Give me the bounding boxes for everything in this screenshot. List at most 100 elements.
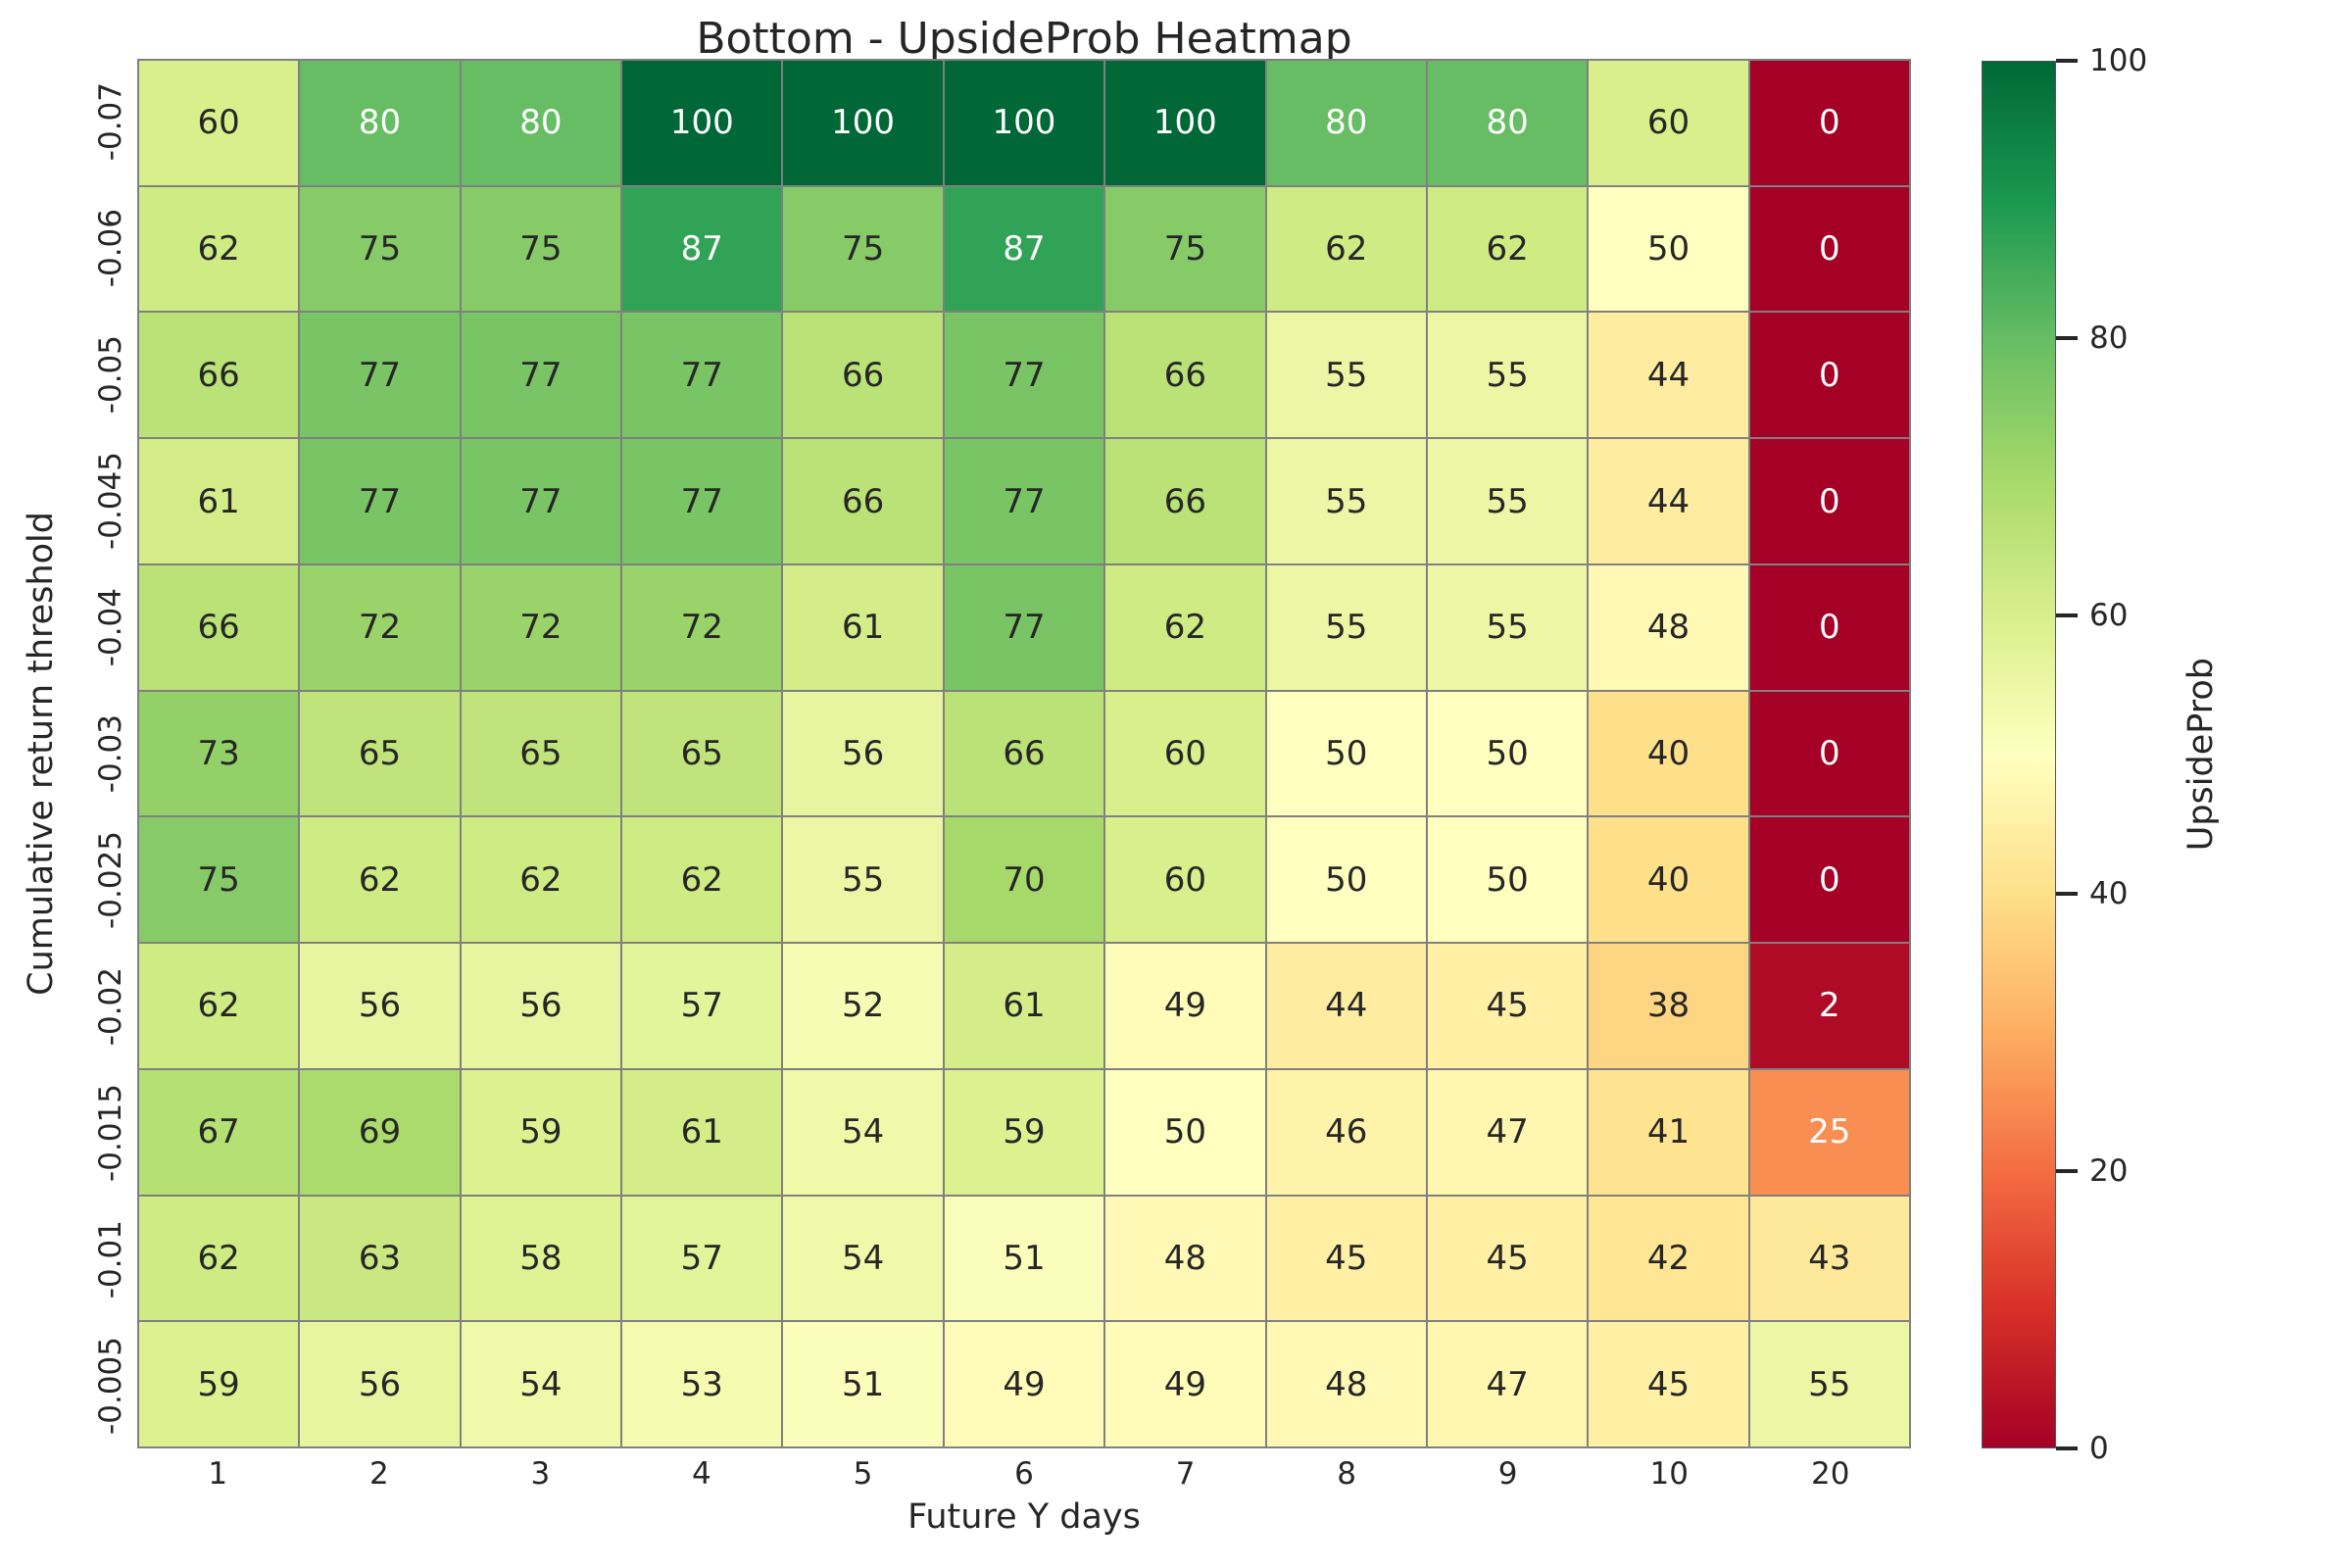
heatmap-cell: 49 xyxy=(1105,1322,1265,1446)
heatmap-cell: 60 xyxy=(139,61,299,185)
heatmap-cell: 57 xyxy=(622,1196,782,1321)
heatmap-cell: 48 xyxy=(1266,1322,1426,1446)
heatmap-cell: 63 xyxy=(300,1196,460,1321)
heatmap-cell: 66 xyxy=(1105,313,1265,438)
heatmap-cell: 62 xyxy=(1266,186,1426,312)
heatmap-cell: 45 xyxy=(1427,944,1588,1068)
heatmap-cell: 100 xyxy=(783,61,943,185)
heatmap-cell: 57 xyxy=(622,944,782,1068)
heatmap-cell: 60 xyxy=(1105,691,1265,816)
heatmap-cell: 100 xyxy=(1105,61,1265,185)
heatmap-cell: 73 xyxy=(139,691,299,816)
heatmap-cell: 66 xyxy=(139,313,299,438)
heatmap-cell: 87 xyxy=(944,186,1104,312)
heatmap-cell: 38 xyxy=(1589,944,1748,1068)
x-tick-label: 9 xyxy=(1497,1456,1518,1492)
heatmap-cell: 72 xyxy=(461,564,621,690)
heatmap-cell: 77 xyxy=(944,564,1104,690)
heatmap-cell: 56 xyxy=(300,1322,460,1446)
x-tick-label: 2 xyxy=(368,1456,389,1492)
y-axis-ticks: -0.07 -0.06 -0.05 -0.045 -0.04 -0.03 -0.025 -0.… xyxy=(86,59,135,1448)
x-tick-label: 20 xyxy=(1811,1456,1850,1492)
heatmap-cell: 41 xyxy=(1589,1069,1748,1195)
heatmap-cell: 40 xyxy=(1589,817,1748,943)
y-tick-label: -0.02 xyxy=(93,966,128,1046)
x-tick-label: 10 xyxy=(1649,1456,1689,1492)
heatmap-cell: 56 xyxy=(300,944,460,1068)
heatmap-cell: 54 xyxy=(461,1322,621,1446)
y-tick-label: -0.06 xyxy=(93,209,128,288)
heatmap-cell: 50 xyxy=(1589,186,1748,312)
heatmap-cell: 61 xyxy=(944,944,1104,1068)
heatmap-cell: 42 xyxy=(1589,1196,1748,1321)
heatmap-cell: 75 xyxy=(300,186,460,312)
heatmap-cell: 77 xyxy=(300,439,460,564)
x-axis-ticks: 1 2 3 4 5 6 7 8 9 10 20 xyxy=(137,1456,1911,1492)
heatmap-cell: 62 xyxy=(1427,186,1588,312)
heatmap-cell: 87 xyxy=(622,186,782,312)
heatmap-cell: 40 xyxy=(1589,691,1748,816)
heatmap-cell: 54 xyxy=(783,1069,943,1195)
y-tick-label: -0.07 xyxy=(93,82,128,162)
heatmap-cell: 75 xyxy=(783,186,943,312)
heatmap-cell: 48 xyxy=(1589,564,1748,690)
heatmap-cell: 62 xyxy=(300,817,460,943)
heatmap-cell: 80 xyxy=(300,61,460,185)
heatmap-grid: 60 80 80 100 100 100 100 80 80 60 0 62 75 75 87 75 87 75 6… xyxy=(137,59,1911,1448)
y-tick-label: -0.025 xyxy=(93,830,128,929)
heatmap-cell: 70 xyxy=(944,817,1104,943)
heatmap-cell: 75 xyxy=(139,817,299,943)
heatmap-cell: 61 xyxy=(622,1069,782,1195)
colorbar-tick: 100 xyxy=(2056,43,2147,78)
heatmap-cell: 0 xyxy=(1749,186,1909,312)
heatmap-cell: 47 xyxy=(1427,1069,1588,1195)
chart-title: Bottom - UpsideProb Heatmap xyxy=(696,14,1352,64)
heatmap-cell: 66 xyxy=(1105,439,1265,564)
x-tick-label: 7 xyxy=(1175,1456,1196,1492)
heatmap-cell: 2 xyxy=(1749,944,1909,1068)
heatmap-cell: 100 xyxy=(622,61,782,185)
heatmap-cell: 55 xyxy=(1427,439,1588,564)
heatmap-cell: 60 xyxy=(1589,61,1748,185)
heatmap-cell: 77 xyxy=(461,313,621,438)
heatmap-cell: 62 xyxy=(622,817,782,943)
heatmap-cell: 62 xyxy=(461,817,621,943)
heatmap-cell: 77 xyxy=(944,313,1104,438)
heatmap-cell: 51 xyxy=(944,1196,1104,1321)
heatmap-cell: 55 xyxy=(1749,1322,1909,1446)
heatmap-cell: 66 xyxy=(783,439,943,564)
heatmap-cell: 44 xyxy=(1589,439,1748,564)
heatmap-cell: 0 xyxy=(1749,564,1909,690)
x-tick-label: 6 xyxy=(1014,1456,1034,1492)
heatmap-cell: 59 xyxy=(139,1322,299,1446)
colorbar-ticks: 0 20 40 60 80 100 xyxy=(2056,43,2203,1466)
heatmap-cell: 72 xyxy=(300,564,460,690)
x-axis-label: Future Y days xyxy=(907,1497,1141,1537)
heatmap-cell: 0 xyxy=(1749,691,1909,816)
heatmap-cell: 56 xyxy=(783,691,943,816)
heatmap-cell: 45 xyxy=(1427,1196,1588,1321)
heatmap-cell: 59 xyxy=(461,1069,621,1195)
heatmap-cell: 60 xyxy=(1105,817,1265,943)
x-tick-label: 1 xyxy=(208,1456,228,1492)
heatmap-cell: 48 xyxy=(1105,1196,1265,1321)
heatmap-cell: 43 xyxy=(1749,1196,1909,1321)
heatmap-cell: 54 xyxy=(783,1196,943,1321)
heatmap-cell: 66 xyxy=(139,564,299,690)
heatmap-cell: 47 xyxy=(1427,1322,1588,1446)
heatmap-cell: 45 xyxy=(1589,1322,1748,1446)
heatmap-cell: 75 xyxy=(1105,186,1265,312)
y-tick-label: -0.005 xyxy=(93,1336,128,1435)
heatmap-cell: 66 xyxy=(944,691,1104,816)
heatmap-cell: 77 xyxy=(622,313,782,438)
colorbar-label: UpsideProb xyxy=(2181,658,2221,852)
heatmap-cell: 44 xyxy=(1589,313,1748,438)
heatmap-cell: 51 xyxy=(783,1322,943,1446)
heatmap-cell: 65 xyxy=(622,691,782,816)
heatmap-cell: 62 xyxy=(139,186,299,312)
heatmap-cell: 75 xyxy=(461,186,621,312)
heatmap-cell: 61 xyxy=(783,564,943,690)
heatmap-cell: 59 xyxy=(944,1069,1104,1195)
heatmap-cell: 50 xyxy=(1427,691,1588,816)
colorbar xyxy=(1982,61,2056,1448)
